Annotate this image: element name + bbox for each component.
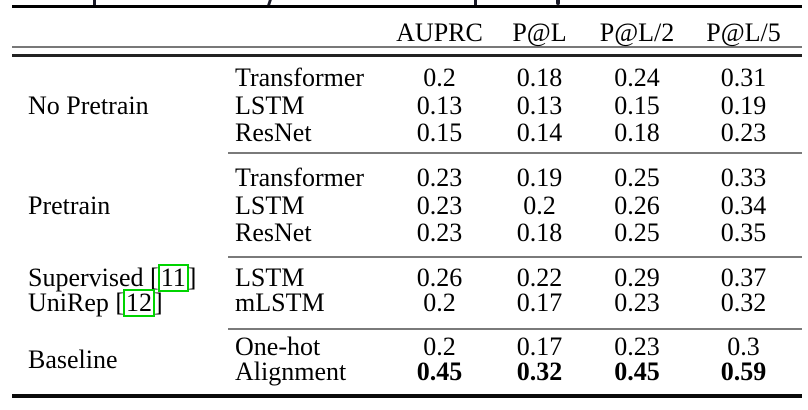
group-label-unirep: UniRep [12] [28,288,163,318]
group-label-supervised: Supervised [11] [28,263,196,293]
table-row: One-hot 0.2 0.17 0.23 0.3 [0,332,808,362]
metric-value: 0.33 [720,163,767,192]
model-name: LSTM [235,191,305,220]
group-separator-rule [228,256,802,258]
metric-value: 0.31 [720,63,767,92]
metric-value: 0.29 [614,263,660,292]
metric-value: 0.23 [416,163,463,192]
table-row: LSTM 0.13 0.13 0.15 0.19 [0,91,808,121]
table-top-rule [12,5,802,8]
model-name: One-hot [235,332,321,361]
table-row: UniRep [12] mLSTM 0.2 0.17 0.23 0.32 [0,288,808,318]
metric-value: 0.3 [727,332,760,361]
metric-value-best: 0.45 [614,357,660,386]
metric-value: 0.32 [720,288,767,317]
caption-fragment-descender [474,0,477,5]
label-text: Supervised [ [28,263,159,292]
group-label-row: Pretrain [0,191,808,221]
model-name: mLSTM [235,288,325,317]
model-name: ResNet [235,118,312,147]
metric-value: 0.15 [416,118,463,147]
metric-value: 0.2 [423,332,456,361]
metric-value: 0.2 [423,288,456,317]
header-separator-rule-dark [12,54,802,57]
table-row: Transformer 0.2 0.18 0.24 0.31 [0,63,808,93]
column-header-p-at-l: P@L [512,18,567,47]
model-name: Alignment [235,357,347,386]
group-label-baseline: Baseline [28,345,118,374]
metric-value: 0.14 [516,118,563,147]
metric-value: 0.37 [720,263,767,292]
metric-value: 0.18 [516,218,563,247]
metric-value-best: 0.32 [516,357,563,386]
label-text: ] [187,263,197,292]
metric-value: 0.18 [614,118,660,147]
label-text: ] [154,288,163,317]
metric-value: 0.23 [416,218,463,247]
label-text: UniRep [ [28,288,125,317]
group-label-no-pretrain: No Pretrain [28,91,149,120]
metric-value: 0.26 [416,263,463,292]
table-row: ResNet 0.23 0.18 0.25 0.35 [0,218,808,248]
metric-value: 0.23 [720,118,767,147]
citation-link-12[interactable]: 12 [123,289,156,317]
group-separator-rule [228,152,802,154]
metric-value: 0.19 [516,163,563,192]
model-name: LSTM [235,263,305,292]
header-separator-rule-light [12,46,802,48]
metric-value: 0.34 [720,191,767,220]
table-row: Supervised [11] LSTM 0.26 0.22 0.29 0.37 [0,263,808,293]
metric-value: 0.25 [614,218,660,247]
model-name: Transformer [235,63,365,92]
metric-value: 0.13 [416,91,463,120]
metric-value-best: 0.59 [720,357,767,386]
metric-value: 0.23 [614,332,660,361]
metric-value: 0.17 [516,288,563,317]
table-row: Transformer 0.23 0.19 0.25 0.33 [0,163,808,193]
metric-value: 0.23 [416,191,463,220]
metric-value-best: 0.45 [416,357,463,386]
table-row: LSTM 0.23 0.2 0.26 0.34 [0,191,808,221]
metric-value: 0.13 [516,91,563,120]
metric-value: 0.23 [614,288,660,317]
caption-fragment-descender [93,0,96,5]
model-name: ResNet [235,218,312,247]
model-name: LSTM [235,91,305,120]
metric-value: 0.25 [614,163,660,192]
metric-value: 0.18 [516,63,563,92]
metric-value: 0.19 [720,91,767,120]
table-row: ResNet 0.15 0.14 0.18 0.23 [0,118,808,148]
metric-value: 0.17 [516,332,563,361]
model-name: Transformer [235,163,365,192]
group-label-pretrain: Pretrain [28,191,111,220]
column-header-p-at-l5: P@L/5 [706,18,781,47]
column-header-p-at-l2: P@L/2 [599,18,675,47]
metric-value: 0.2 [523,191,556,220]
metric-value: 0.2 [423,63,456,92]
table-bottom-rule [12,394,802,398]
metric-value: 0.22 [516,263,563,292]
metric-value: 0.24 [614,63,660,92]
group-label-row: No Pretrain [0,91,808,121]
table-row-best-result: Alignment 0.45 0.32 0.45 0.59 [0,357,808,387]
caption-fragment-comma [556,0,560,5]
group-separator-rule [228,328,802,330]
group-label-row: Baseline [0,345,808,375]
table-header-row: AUPRC P@L P@L/2 P@L/5 [0,18,808,48]
column-header-auprc: AUPRC [396,18,483,47]
metric-value: 0.26 [614,191,660,220]
metric-value: 0.15 [614,91,660,120]
metric-value: 0.35 [720,218,767,247]
citation-link-11[interactable]: 11 [157,264,189,292]
